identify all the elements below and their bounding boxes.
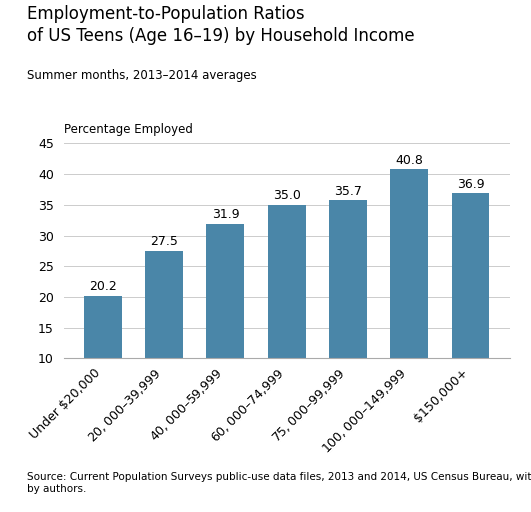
Text: 35.0: 35.0 bbox=[273, 189, 301, 202]
Text: 20.2: 20.2 bbox=[89, 280, 117, 293]
Text: 31.9: 31.9 bbox=[212, 208, 239, 221]
Text: 27.5: 27.5 bbox=[150, 236, 178, 248]
Text: 40.8: 40.8 bbox=[395, 154, 423, 167]
Bar bbox=[268, 205, 306, 420]
Text: Percentage Employed: Percentage Employed bbox=[64, 123, 193, 136]
Bar bbox=[390, 169, 428, 420]
Text: 35.7: 35.7 bbox=[334, 185, 362, 198]
Bar bbox=[84, 296, 122, 420]
Bar bbox=[451, 193, 490, 420]
Text: 36.9: 36.9 bbox=[457, 178, 484, 190]
Text: Source: Current Population Surveys public-use data files, 2013 and 2014, US Cens: Source: Current Population Surveys publi… bbox=[27, 473, 531, 494]
Bar bbox=[145, 251, 183, 420]
Text: Employment-to-Population Ratios
of US Teens (Age 16–19) by Household Income: Employment-to-Population Ratios of US Te… bbox=[27, 5, 414, 45]
Bar bbox=[207, 224, 244, 420]
Bar bbox=[329, 201, 367, 420]
Text: Summer months, 2013–2014 averages: Summer months, 2013–2014 averages bbox=[27, 69, 256, 82]
